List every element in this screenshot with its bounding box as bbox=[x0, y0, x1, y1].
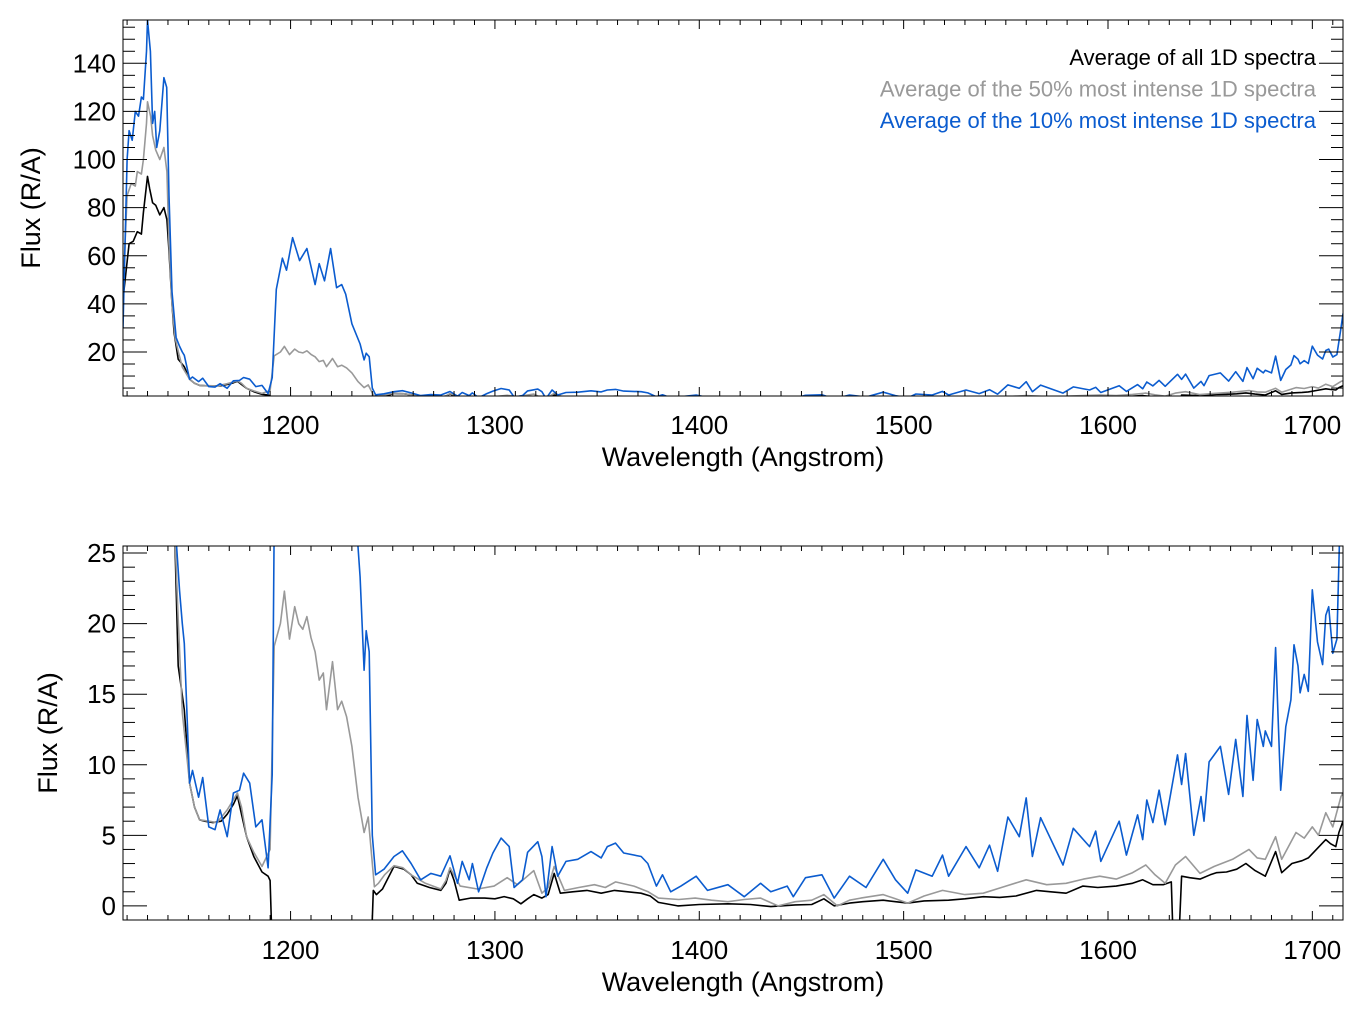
x-axis-title: Wavelength (Angstrom) bbox=[602, 967, 885, 997]
series-line-2 bbox=[123, 101, 1343, 396]
x-tick-label: 1300 bbox=[466, 410, 524, 440]
x-tick-label: 1700 bbox=[1283, 935, 1341, 965]
y-tick-label: 25 bbox=[87, 538, 116, 568]
y-tick-label: 0 bbox=[102, 891, 116, 921]
y-axis-title: Flux (R/A) bbox=[16, 147, 46, 269]
x-tick-label: 1600 bbox=[1079, 935, 1137, 965]
y-tick-label: 40 bbox=[87, 289, 116, 319]
y-tick-label: 20 bbox=[87, 337, 116, 367]
legend-entry-1: Average of all 1D spectra bbox=[1069, 45, 1316, 70]
x-tick-label: 1200 bbox=[262, 935, 320, 965]
x-tick-label: 1500 bbox=[875, 935, 933, 965]
y-tick-label: 60 bbox=[87, 241, 116, 271]
y-tick-label: 80 bbox=[87, 193, 116, 223]
x-tick-label: 1700 bbox=[1283, 410, 1341, 440]
panel-1: 1200 1300 1400 1500 1600 1700 20 40 60 80 100 120 14… bbox=[16, 19, 1344, 472]
x-tick-label: 1200 bbox=[262, 410, 320, 440]
x-tick-label: 1500 bbox=[875, 410, 933, 440]
series-line-1 bbox=[174, 546, 1343, 920]
x-axis-title: Wavelength (Angstrom) bbox=[602, 442, 885, 472]
legend-entry-2: Average of the 50% most intense 1D spect… bbox=[880, 77, 1317, 102]
y-tick-label: 20 bbox=[87, 609, 116, 639]
plot-frame bbox=[122, 545, 1344, 921]
y-tick-label: 5 bbox=[102, 820, 116, 850]
y-tick-label: 120 bbox=[73, 96, 116, 126]
legend-entry-3: Average of the 10% most intense 1D spect… bbox=[880, 108, 1317, 133]
y-tick-label: 100 bbox=[73, 145, 116, 175]
y-tick-label: 10 bbox=[87, 750, 116, 780]
x-tick-label: 1400 bbox=[670, 935, 728, 965]
y-axis-title: Flux (R/A) bbox=[33, 672, 63, 794]
series-line-2 bbox=[174, 546, 1343, 907]
series-line-3 bbox=[175, 546, 1341, 899]
legend: Average of all 1D spectra Average of the … bbox=[880, 45, 1317, 133]
y-tick-label: 140 bbox=[73, 48, 116, 78]
y-tick-label: 15 bbox=[87, 679, 116, 709]
series-line-1 bbox=[123, 175, 1343, 396]
x-tick-label: 1600 bbox=[1079, 410, 1137, 440]
x-tick-label: 1300 bbox=[466, 935, 524, 965]
x-tick-label: 1400 bbox=[670, 410, 728, 440]
panel-2: 1200 1300 1400 1500 1600 1700 0 5 10 15 20 25 Wavele… bbox=[33, 538, 1344, 997]
series-line-3 bbox=[123, 20, 1343, 396]
